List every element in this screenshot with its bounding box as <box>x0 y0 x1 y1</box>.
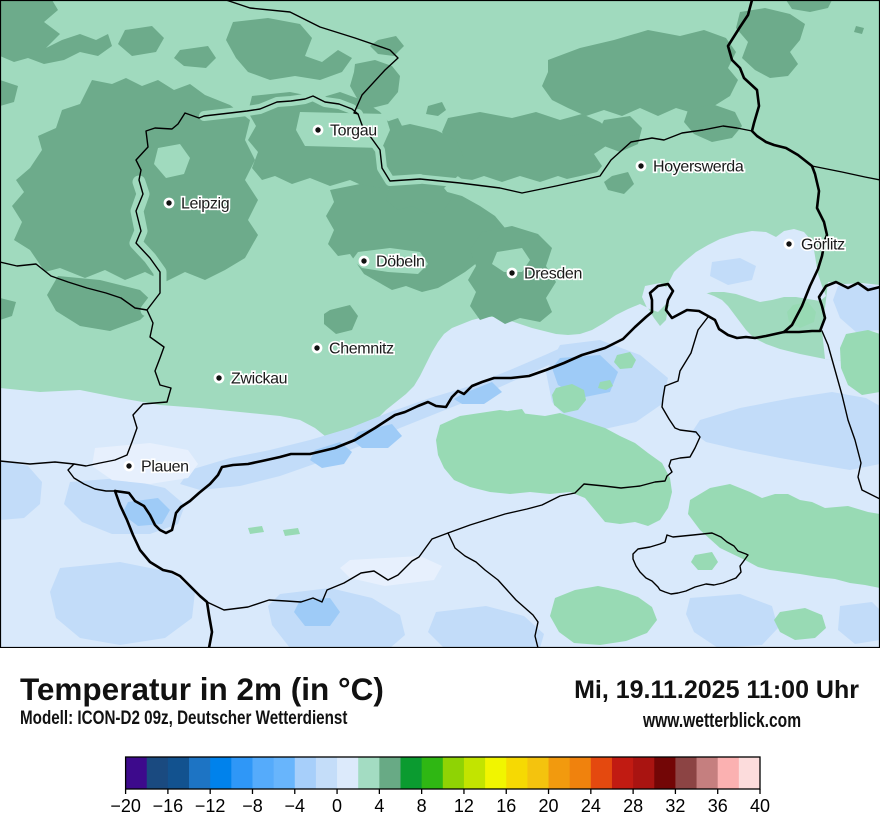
svg-text:Torgau: Torgau <box>330 123 377 140</box>
svg-text:8: 8 <box>417 796 427 816</box>
svg-text:−4: −4 <box>285 796 306 816</box>
svg-text:−12: −12 <box>195 796 226 816</box>
svg-text:Leipzig: Leipzig <box>181 196 229 213</box>
svg-text:Dresden: Dresden <box>524 266 582 283</box>
svg-text:16: 16 <box>496 796 516 816</box>
svg-text:Zwickau: Zwickau <box>231 371 287 388</box>
svg-text:Chemnitz: Chemnitz <box>329 341 394 358</box>
svg-text:20: 20 <box>539 796 559 816</box>
svg-text:Görlitz: Görlitz <box>801 237 845 254</box>
svg-text:Döbeln: Döbeln <box>376 254 425 271</box>
svg-text:28: 28 <box>623 796 643 816</box>
svg-text:40: 40 <box>750 796 770 816</box>
svg-text:12: 12 <box>454 796 474 816</box>
svg-text:−20: −20 <box>110 796 141 816</box>
svg-text:0: 0 <box>332 796 342 816</box>
svg-text:32: 32 <box>665 796 685 816</box>
svg-text:Plauen: Plauen <box>141 459 189 476</box>
svg-text:24: 24 <box>581 796 601 816</box>
svg-text:4: 4 <box>374 796 384 816</box>
svg-text:−8: −8 <box>242 796 263 816</box>
svg-text:36: 36 <box>708 796 728 816</box>
svg-text:Hoyerswerda: Hoyerswerda <box>653 159 744 176</box>
svg-text:−16: −16 <box>153 796 184 816</box>
